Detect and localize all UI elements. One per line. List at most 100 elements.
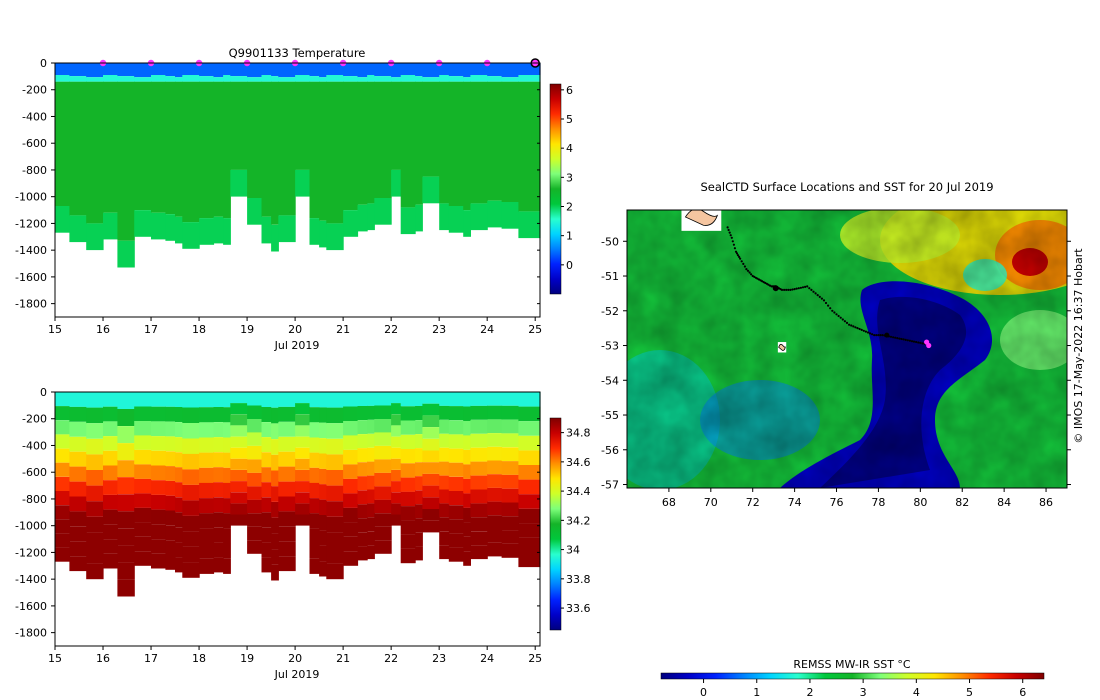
profile-cell <box>326 75 344 82</box>
track-point <box>787 288 790 291</box>
track-point <box>889 335 893 338</box>
profile-cell <box>415 546 423 561</box>
profile-cell <box>326 423 344 439</box>
profile-cell <box>391 77 402 82</box>
profile-cell <box>319 407 327 423</box>
profile-cell <box>69 436 87 452</box>
profile-cell <box>182 531 200 547</box>
profile-cell <box>175 557 183 573</box>
profile-cell <box>391 470 402 482</box>
island-heard-island <box>778 343 786 351</box>
profile-cell <box>518 211 541 239</box>
profile-cell <box>422 77 440 82</box>
profile-cell <box>448 547 464 562</box>
profile-cell <box>271 407 279 424</box>
profile-cell <box>391 492 402 504</box>
temperature-xlabel: Jul 2019 <box>274 339 320 352</box>
track-point <box>728 231 731 234</box>
profile-cell <box>271 549 279 565</box>
map-x-tick-label: 84 <box>997 496 1011 509</box>
profile-cell <box>343 551 359 566</box>
track-point <box>753 275 756 278</box>
profile-cell <box>230 414 248 426</box>
track-point <box>824 301 828 305</box>
profile-cell <box>117 511 135 529</box>
profile-cell <box>86 454 104 470</box>
profile-cell <box>247 526 263 541</box>
profile-cell <box>309 437 320 453</box>
profile-cell <box>295 169 311 197</box>
profile-cell <box>134 449 152 465</box>
profile-cell <box>55 434 70 449</box>
profile-cell <box>448 63 464 77</box>
profile-cell <box>343 449 359 465</box>
profile-cell <box>117 426 135 444</box>
profile-cell <box>367 503 375 518</box>
profile-cell <box>470 392 488 406</box>
profile-cell <box>367 433 375 448</box>
profile-cell <box>422 403 440 416</box>
track-point <box>746 269 750 272</box>
profile-cell <box>518 508 541 524</box>
profile-cell <box>223 528 231 544</box>
profile-cell <box>501 419 519 434</box>
profile-cell <box>518 392 541 407</box>
profile-cell <box>415 63 423 77</box>
profile-cell <box>278 392 296 407</box>
x-tick-label: 20 <box>288 652 302 665</box>
profile-cell <box>134 77 152 82</box>
profile-cell <box>165 436 176 452</box>
profile-cell <box>278 541 296 557</box>
profile-cell <box>117 409 135 426</box>
colorbar-tick-label: 33.6 <box>566 602 591 615</box>
profile-cell <box>319 422 327 439</box>
profile-cell <box>501 392 519 406</box>
profile-cell <box>439 545 450 560</box>
profile-cell <box>69 481 87 497</box>
track-point <box>797 287 800 290</box>
temperature-panel: Q9901133 Temperature 0 -200 -400 -600 -800 -1… <box>15 46 573 352</box>
profile-cell <box>151 81 166 213</box>
profile-cell <box>400 520 416 535</box>
profile-cell <box>165 495 176 511</box>
track-point <box>837 314 840 318</box>
profile-cell <box>182 500 200 516</box>
track-point <box>833 311 836 314</box>
map-y-tick-label: -56 <box>601 444 619 457</box>
profile-cell <box>247 419 263 433</box>
profile-cell <box>151 75 166 82</box>
profile-cell <box>151 553 166 569</box>
profile-cell <box>117 579 135 597</box>
map-colorbar-tick-label: 3 <box>860 686 867 699</box>
profile-cell <box>134 507 152 523</box>
profile-cell <box>103 212 118 240</box>
profile-cell <box>357 504 368 519</box>
profile-cell <box>400 548 416 564</box>
profile-cell <box>175 527 183 543</box>
profile-cell <box>271 517 279 534</box>
track-point <box>767 283 770 286</box>
track-point <box>808 287 811 290</box>
profile-cell <box>343 435 359 450</box>
map-colorbar-label: REMSS MW-IR SST °C <box>793 658 911 671</box>
profile-cell <box>374 432 392 446</box>
profile-cell <box>230 169 248 197</box>
profile-cell <box>422 392 440 404</box>
profile-cell <box>343 507 359 523</box>
y-tick-label: -600 <box>22 466 47 479</box>
track-point <box>881 334 884 337</box>
profile-cell <box>261 216 272 244</box>
profile-cell <box>448 392 464 407</box>
salinity-colorbar <box>549 417 562 631</box>
profile-cell <box>247 472 263 487</box>
track-point <box>894 336 897 339</box>
profile-cell <box>415 518 423 533</box>
profile-cell <box>295 392 311 404</box>
profile-cell <box>103 436 118 451</box>
x-tick-label: 17 <box>144 652 158 665</box>
profile-cell <box>463 449 471 465</box>
profile-cell <box>213 452 224 468</box>
profile-cell <box>487 460 503 475</box>
track-point <box>822 299 826 302</box>
track-point <box>906 339 909 342</box>
